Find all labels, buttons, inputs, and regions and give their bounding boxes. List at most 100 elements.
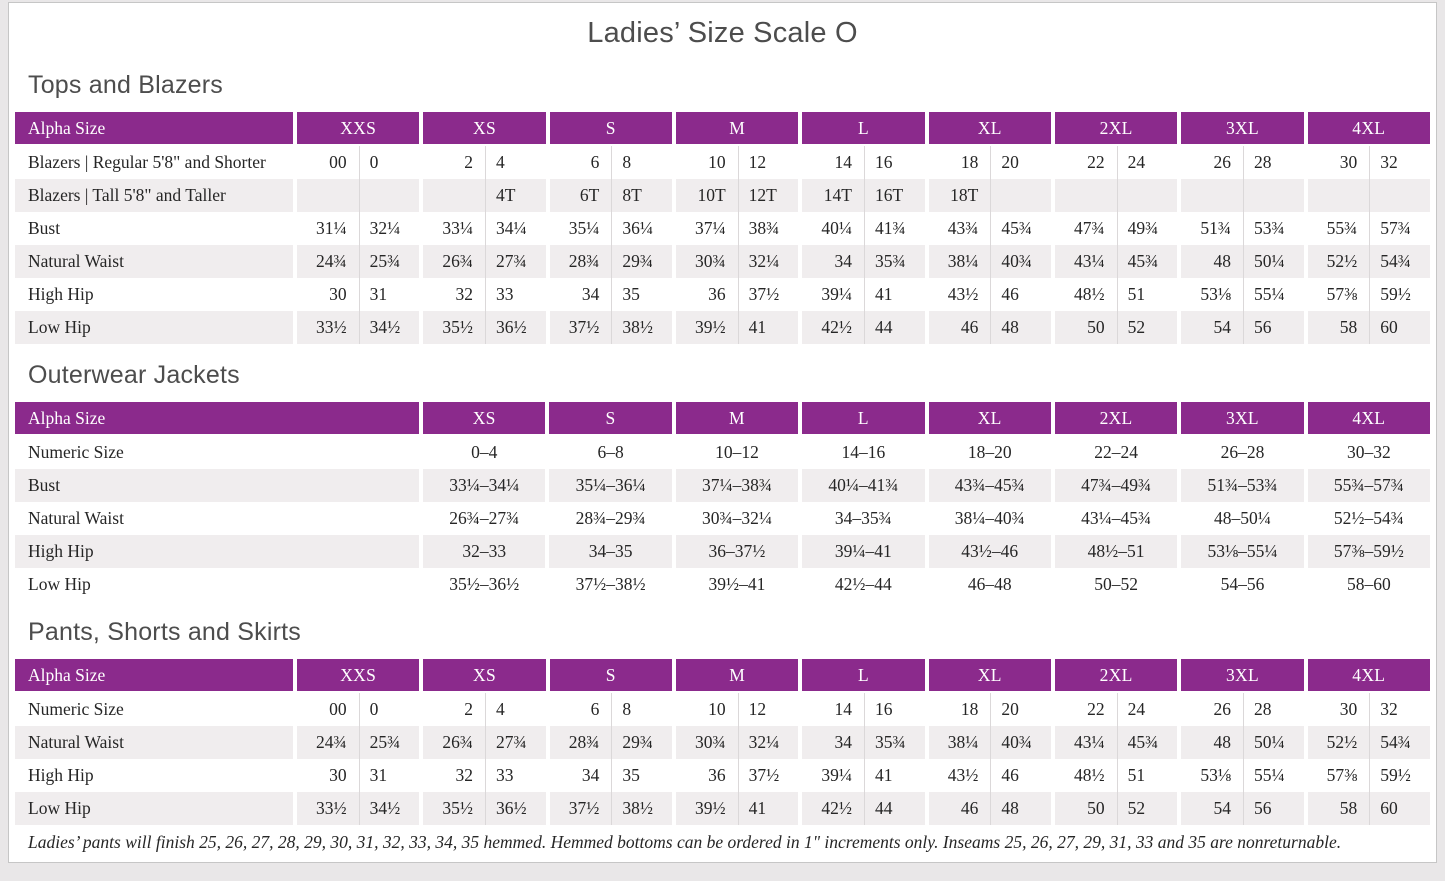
size-cell: 43½ [947, 284, 979, 304]
size-cell: 33¼ [442, 218, 473, 238]
size-cell: 8 [611, 146, 672, 179]
size-cell: 35¾ [863, 726, 925, 759]
size-cell-group: 39½ 41 [675, 792, 799, 825]
size-cell-group: 47¾ 49¾ [1055, 212, 1177, 245]
size-cell: 57⅜–59½ [1307, 535, 1430, 568]
size-cell: 48½ [1074, 765, 1105, 785]
table-row: Low Hip 33½ 34½ 35½ 36½ 37½ 38½ 39½ 41 42½ 44 46 48 5… [15, 792, 1430, 825]
size-cell: 18 [960, 699, 979, 719]
size-cell-group: 28¾ 29¾ [549, 245, 672, 278]
size-cell-group: 38¼ 40¾ [928, 245, 1051, 278]
size-cell: 59½ [1369, 759, 1430, 792]
row-label: Bust [28, 218, 61, 238]
size-cell: 34¼ [485, 212, 546, 245]
size-cell: 43½ [947, 765, 979, 785]
size-header-cell: 2XL [1054, 402, 1178, 434]
size-header-cell: XL [928, 402, 1051, 434]
size-cell: 33¼–34¼ [423, 469, 546, 502]
row-label: Numeric Size [28, 442, 124, 462]
size-cell-group: 26¾ 27¾ [423, 726, 546, 759]
size-header-cell: XXS [297, 112, 420, 144]
size-cell: 20 [990, 693, 1051, 726]
size-cell: 29¾ [611, 726, 672, 759]
size-header-cell: L [802, 112, 925, 144]
size-cell: 4 [485, 693, 546, 726]
size-cell: 24¾ [316, 251, 347, 271]
size-cell: 54 [1213, 317, 1231, 337]
size-cell: 26–28 [1220, 442, 1265, 462]
size-cell: 16T [863, 179, 925, 212]
size-cell-group: 50 52 [1054, 792, 1178, 825]
size-cell-group: 42½ 44 [802, 311, 925, 344]
size-cell: 38¾ [737, 212, 799, 245]
size-cell: 36¼ [611, 212, 672, 245]
size-cell: 42½ [821, 317, 852, 337]
size-cell-group: 55¾ 57¾ [1308, 212, 1430, 245]
size-cell: 57¾ [1369, 212, 1430, 245]
row-label: Low Hip [15, 792, 293, 825]
size-cell: 32 [1369, 693, 1430, 726]
row-label: Natural Waist [28, 508, 124, 528]
size-cell-group: 46 48 [928, 792, 1051, 825]
size-cell: 30¾ [695, 251, 726, 271]
size-header-cell: M [675, 112, 799, 144]
size-cell-group: 30 32 [1308, 146, 1430, 179]
size-cell: 50 [1087, 317, 1105, 337]
table-header-row: Alpha Size XXS XS S M L XL 2XL 3XL 4XL [15, 112, 1430, 144]
size-cell: 6–8 [597, 442, 624, 462]
size-cell: 2 [464, 152, 473, 172]
row-label: Blazers | Regular 5'8" and Shorter [28, 152, 266, 172]
size-cell-group: 53⅛ 55¼ [1181, 759, 1303, 792]
size-cell: 40¼–41¾ [802, 469, 925, 502]
size-header-cell: L [802, 402, 925, 434]
size-cell: 54¾ [1369, 726, 1430, 759]
size-cell: 30–32 [1346, 442, 1391, 462]
size-cell: 36½ [485, 792, 546, 825]
size-cell: 39½–41 [708, 574, 766, 594]
size-cell: 20 [990, 146, 1051, 179]
size-cell: 34 [581, 765, 600, 785]
size-cell-group [1181, 179, 1304, 212]
size-cell: 48–50¼ [1214, 508, 1271, 528]
size-cell: 28 [1242, 146, 1304, 179]
size-cell: 34 [581, 284, 600, 304]
size-cell-group: 30¾ 32¼ [675, 245, 799, 278]
size-cell: 6 [590, 699, 600, 719]
size-cell: 0 [358, 146, 420, 179]
size-cell: 60 [1369, 792, 1430, 825]
size-cell: 48½ [1074, 284, 1105, 304]
size-cell-group: 18 20 [929, 146, 1051, 179]
size-cell-group: 34 35 [550, 278, 672, 311]
size-cell: 44 [863, 311, 925, 344]
size-cell: 26 [1213, 152, 1231, 172]
size-cell: 43¼–45¾ [1081, 508, 1152, 528]
size-cell-group: 31¼ 32¼ [297, 212, 419, 245]
size-cell: 6T [579, 185, 600, 205]
size-cell: 24¾ [316, 732, 347, 752]
size-cell-group [1054, 179, 1178, 212]
size-cell-group: 54 56 [1181, 311, 1304, 344]
size-header-cell: 4XL [1307, 112, 1430, 144]
size-cell: 28¾ [568, 732, 600, 752]
size-cell: 30 [329, 765, 347, 785]
size-cell: 14 [834, 152, 852, 172]
size-header-cell: S [549, 402, 672, 434]
size-cell: 34–35 [549, 535, 672, 568]
size-cell: 47¾ [1074, 218, 1105, 238]
size-cell: 41 [737, 792, 799, 825]
size-cell-group: 43½ 46 [929, 278, 1051, 311]
size-cell-group: 4T [423, 179, 546, 212]
size-cell-group: 57⅜ 59½ [1308, 278, 1430, 311]
size-cell [990, 179, 1051, 212]
row-label: Natural Waist [15, 245, 293, 278]
size-header-cell: XS [423, 112, 546, 144]
size-cell-group: 46 48 [928, 311, 1051, 344]
size-cell-group: 10 12 [676, 146, 798, 179]
size-cell: 40¾ [990, 245, 1051, 278]
size-cell: 52 [1116, 311, 1178, 344]
table-row: Numeric Size 0–4 6–8 10–12 14–16 18–20 22–24 26… [15, 436, 1430, 469]
size-cell: 27¾ [485, 726, 546, 759]
section-heading-tops-and-blazers: Tops and Blazers [28, 71, 223, 99]
table-row: Natural Waist 24¾ 25¾ 26¾ 27¾ 28¾ 29¾ 30¾ 32¼ 34 3… [15, 245, 1430, 278]
size-cell: 25¾ [358, 245, 420, 278]
